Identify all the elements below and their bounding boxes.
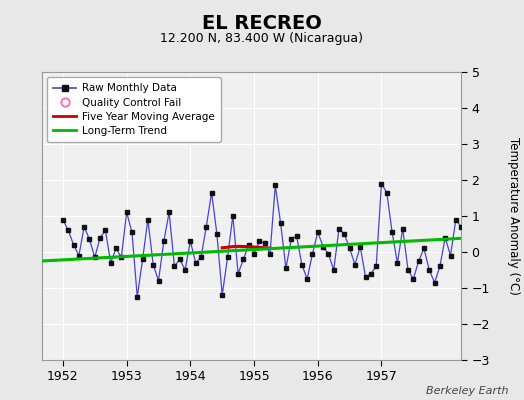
Text: 12.200 N, 83.400 W (Nicaragua): 12.200 N, 83.400 W (Nicaragua): [160, 32, 364, 45]
Y-axis label: Temperature Anomaly (°C): Temperature Anomaly (°C): [507, 137, 520, 295]
Text: Berkeley Earth: Berkeley Earth: [426, 386, 508, 396]
Legend: Raw Monthly Data, Quality Control Fail, Five Year Moving Average, Long-Term Tren: Raw Monthly Data, Quality Control Fail, …: [47, 77, 221, 142]
Text: EL RECREO: EL RECREO: [202, 14, 322, 33]
